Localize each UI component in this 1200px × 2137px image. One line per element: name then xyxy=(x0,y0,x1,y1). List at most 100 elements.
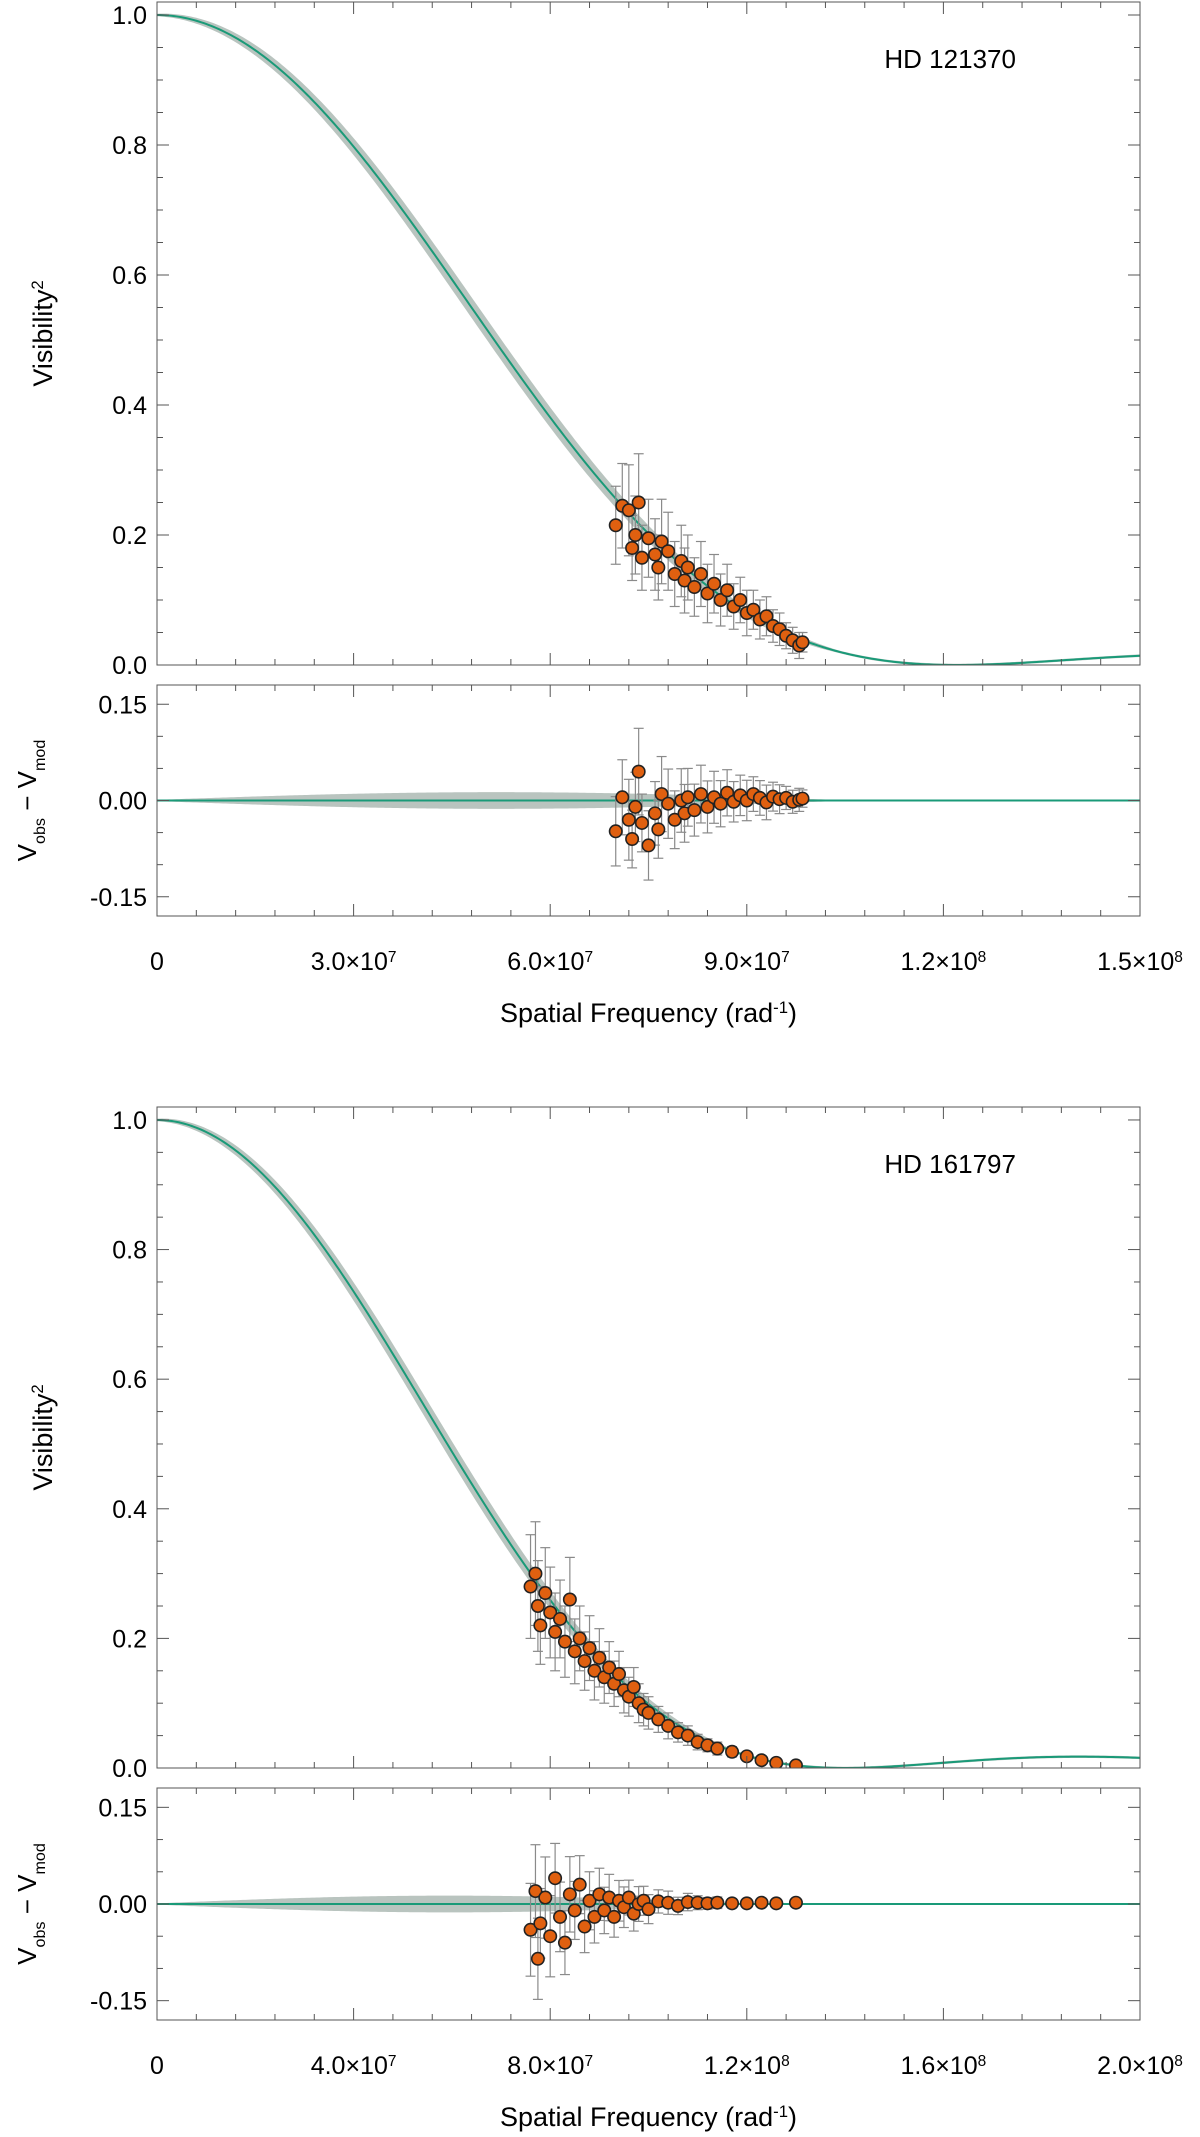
residual-point xyxy=(654,787,669,802)
residual-point xyxy=(687,803,702,818)
residual-point xyxy=(667,812,682,827)
data-point xyxy=(553,1611,568,1626)
ytick-label: 1.0 xyxy=(112,1107,147,1135)
ylabel-v2: V xyxy=(12,1874,42,1892)
xtick-mantissa: 0 xyxy=(150,2052,164,2080)
ytick-label: 1.0 xyxy=(112,2,147,30)
data-point xyxy=(587,1663,602,1678)
data-point xyxy=(677,573,692,588)
residual-point xyxy=(634,815,649,830)
data-point xyxy=(621,503,636,518)
xtick-mantissa: 1.2×10 xyxy=(901,948,978,976)
data-point xyxy=(602,1660,617,1675)
data-point xyxy=(680,560,695,575)
residual-point xyxy=(562,1887,577,1902)
xtick-exponent: 7 xyxy=(584,2053,593,2070)
ytick-label: 0.00 xyxy=(98,788,147,816)
residual-point xyxy=(615,790,630,805)
data-point xyxy=(661,1718,676,1733)
residual-point xyxy=(528,1884,543,1899)
data-point xyxy=(592,1650,607,1665)
ytick-label: 0.15 xyxy=(98,1794,147,1822)
xtick-mantissa: 8.0×10 xyxy=(507,2052,584,2080)
residual-point xyxy=(582,1893,597,1908)
data-point xyxy=(788,1758,803,1768)
data-point xyxy=(641,1705,656,1720)
top-plot-area xyxy=(157,13,1140,665)
data-point xyxy=(693,566,708,581)
residual-point xyxy=(648,806,663,821)
data-point xyxy=(625,540,640,555)
data-point xyxy=(700,586,715,601)
residual-point xyxy=(700,799,715,814)
top-plot-area xyxy=(157,1118,1140,1768)
top-panel-frame xyxy=(156,1106,1141,1769)
data-point xyxy=(557,1634,572,1649)
data-point xyxy=(628,527,643,542)
ytick-label: 0.0 xyxy=(112,1755,147,1783)
data-point xyxy=(608,518,623,533)
data-point xyxy=(733,592,748,607)
residual-point xyxy=(795,791,810,806)
residual-point xyxy=(533,1916,548,1931)
xtick-label: 0 xyxy=(150,948,164,976)
data-point xyxy=(577,1654,592,1669)
residual-point xyxy=(710,1895,725,1910)
xtick-exponent: 8 xyxy=(978,949,987,966)
bottom-plot-area xyxy=(157,727,1140,881)
xlabel-end: ) xyxy=(788,2102,797,2132)
xtick-label: 1.5×108 xyxy=(1097,948,1183,976)
ytick-label: 0.0 xyxy=(112,652,147,680)
xtick-exponent: 8 xyxy=(781,2053,790,2070)
residual-point xyxy=(621,1890,636,1905)
xtick-label: 1.2×108 xyxy=(901,948,987,976)
data-point xyxy=(626,1679,641,1694)
residual-point xyxy=(621,812,636,827)
residual-point xyxy=(597,1903,612,1918)
xlabel-sup: -1 xyxy=(773,2102,788,2121)
ytick-label: 0.15 xyxy=(98,691,147,719)
xtick-exponent: 7 xyxy=(388,949,397,966)
xtick-label: 2.0×108 xyxy=(1097,2052,1183,2080)
ylabel-v: V xyxy=(12,843,42,861)
xtick-mantissa: 9.0×10 xyxy=(704,948,781,976)
xtick-mantissa: 1.2×10 xyxy=(704,2052,781,2080)
top-panel-frame xyxy=(156,1,1141,666)
residual-point xyxy=(548,1871,563,1886)
residual-point xyxy=(739,1896,754,1911)
ylabel-sub-mod: mod xyxy=(31,1843,49,1874)
ylabel-text: Visibility xyxy=(28,1393,58,1491)
data-point xyxy=(710,1741,725,1756)
xtick-mantissa: 1.5×10 xyxy=(1097,948,1174,976)
residual-point xyxy=(661,796,676,811)
residual-point xyxy=(553,1909,568,1924)
residual-point xyxy=(567,1903,582,1918)
data-point xyxy=(631,495,646,510)
ylabel-v: V xyxy=(12,1947,42,1965)
bottom-plot-area xyxy=(157,1842,1140,2000)
residual-point xyxy=(769,1896,784,1911)
panel-0: 1.0 0.8 0.6 0.4 0.2 0.0 HD 121370 Visibility2 0.… xyxy=(12,1,1183,1029)
data-point xyxy=(654,534,669,549)
data-point xyxy=(612,1667,627,1682)
data-point xyxy=(634,550,649,565)
panel-1: 1.0 0.8 0.6 0.4 0.2 0.0 HD 161797 Visibility2 0.… xyxy=(12,1106,1183,2132)
residual-point xyxy=(713,796,728,811)
data-point xyxy=(713,592,728,607)
residual-point xyxy=(607,1909,622,1924)
xtick-label: 8.0×107 xyxy=(507,2052,593,2080)
ytick-label: 0.2 xyxy=(112,1625,147,1653)
ytick-label: 0.6 xyxy=(112,262,147,290)
data-point xyxy=(667,566,682,581)
xtick-label: 9.0×107 xyxy=(704,948,790,976)
residual-point xyxy=(530,1951,545,1966)
xlabel-end: ) xyxy=(788,998,797,1028)
xlabel: Spatial Frequency (rad-1) xyxy=(500,998,797,1029)
data-point xyxy=(661,544,676,559)
ytick-label: 0.00 xyxy=(98,1891,147,1919)
data-point xyxy=(567,1644,582,1659)
ytick-label: 0.8 xyxy=(112,132,147,160)
residual-point xyxy=(572,1877,587,1892)
data-point xyxy=(543,1605,558,1620)
